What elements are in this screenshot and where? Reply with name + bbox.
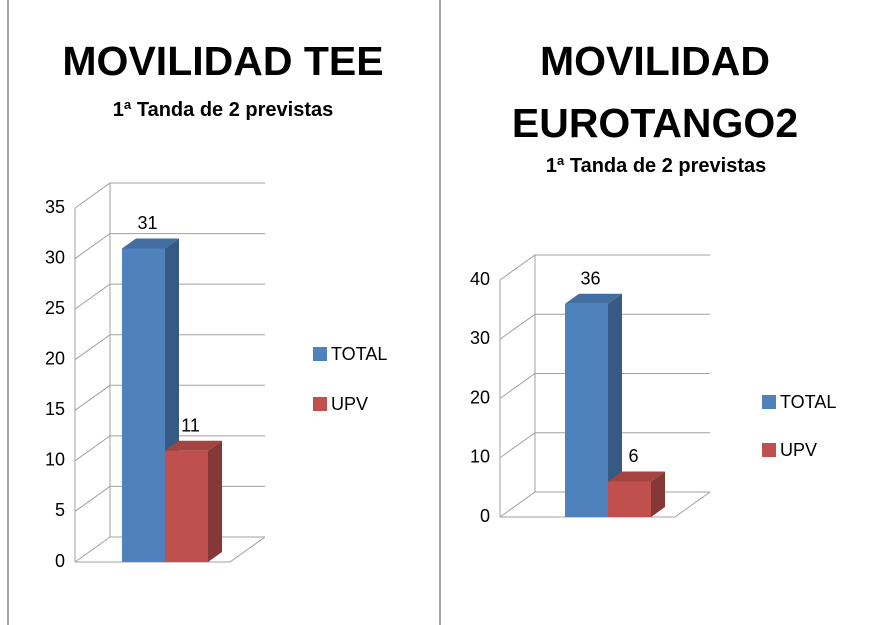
grid-line (74, 283, 265, 310)
panel (439, 0, 873, 625)
bar-top (122, 238, 179, 249)
bar-top (608, 471, 665, 482)
grid-line (74, 435, 265, 462)
y-tick-label: 40 (470, 269, 490, 289)
data-label: 6 (628, 446, 638, 466)
grid-line (499, 254, 710, 281)
y-tick-label: 10 (45, 450, 65, 470)
legend-label: TOTAL (331, 344, 387, 364)
y-tick-label: 0 (55, 551, 65, 571)
chart-subtitle: 1ª Tanda de 2 previstas (545, 155, 767, 177)
y-tick-label: 0 (480, 506, 490, 526)
grid-line (499, 373, 710, 399)
bar (565, 293, 622, 517)
grid-line (74, 334, 265, 361)
y-tick-label: 10 (470, 447, 490, 467)
y-tick-label: 5 (55, 500, 65, 520)
bar-front (608, 481, 651, 517)
y-tick-label: 35 (45, 197, 65, 217)
chart-title: MOVILIDAD TEE (62, 38, 384, 84)
grid-line (499, 313, 710, 340)
y-tick-label: 30 (45, 247, 65, 267)
legend-swatch (762, 395, 776, 409)
bar-side (608, 293, 622, 517)
legend-label: TOTAL (780, 392, 836, 412)
bar-front (122, 248, 165, 562)
floor (500, 491, 711, 518)
legend-swatch (313, 347, 327, 361)
legend-label: UPV (331, 394, 368, 414)
grid-line (74, 384, 265, 411)
data-label: 36 (580, 268, 600, 288)
bar-side (651, 471, 665, 517)
legend-swatch (762, 443, 776, 457)
grid-line (74, 233, 265, 259)
bar-top (565, 293, 622, 304)
bar-front (165, 450, 208, 562)
legend-swatch (313, 397, 327, 411)
grid-line (74, 182, 265, 209)
chart-subtitle: 1ª Tanda de 2 previstas (112, 99, 334, 121)
bar-side (208, 440, 222, 562)
y-tick-label: 25 (45, 298, 65, 318)
grid-line (499, 432, 710, 459)
legend-label: UPV (780, 440, 817, 460)
bar (608, 471, 665, 517)
data-label: 11 (181, 415, 200, 435)
bar-front (565, 303, 608, 517)
y-tick-label: 20 (470, 387, 490, 407)
chart-title: MOVILIDAD EUROTANGO2 (511, 38, 799, 146)
data-label: 31 (137, 213, 157, 233)
bar (165, 440, 222, 562)
bar-top (165, 440, 222, 451)
y-tick-label: 15 (45, 399, 65, 419)
y-tick-label: 20 (45, 348, 65, 368)
y-tick-label: 30 (470, 328, 490, 348)
